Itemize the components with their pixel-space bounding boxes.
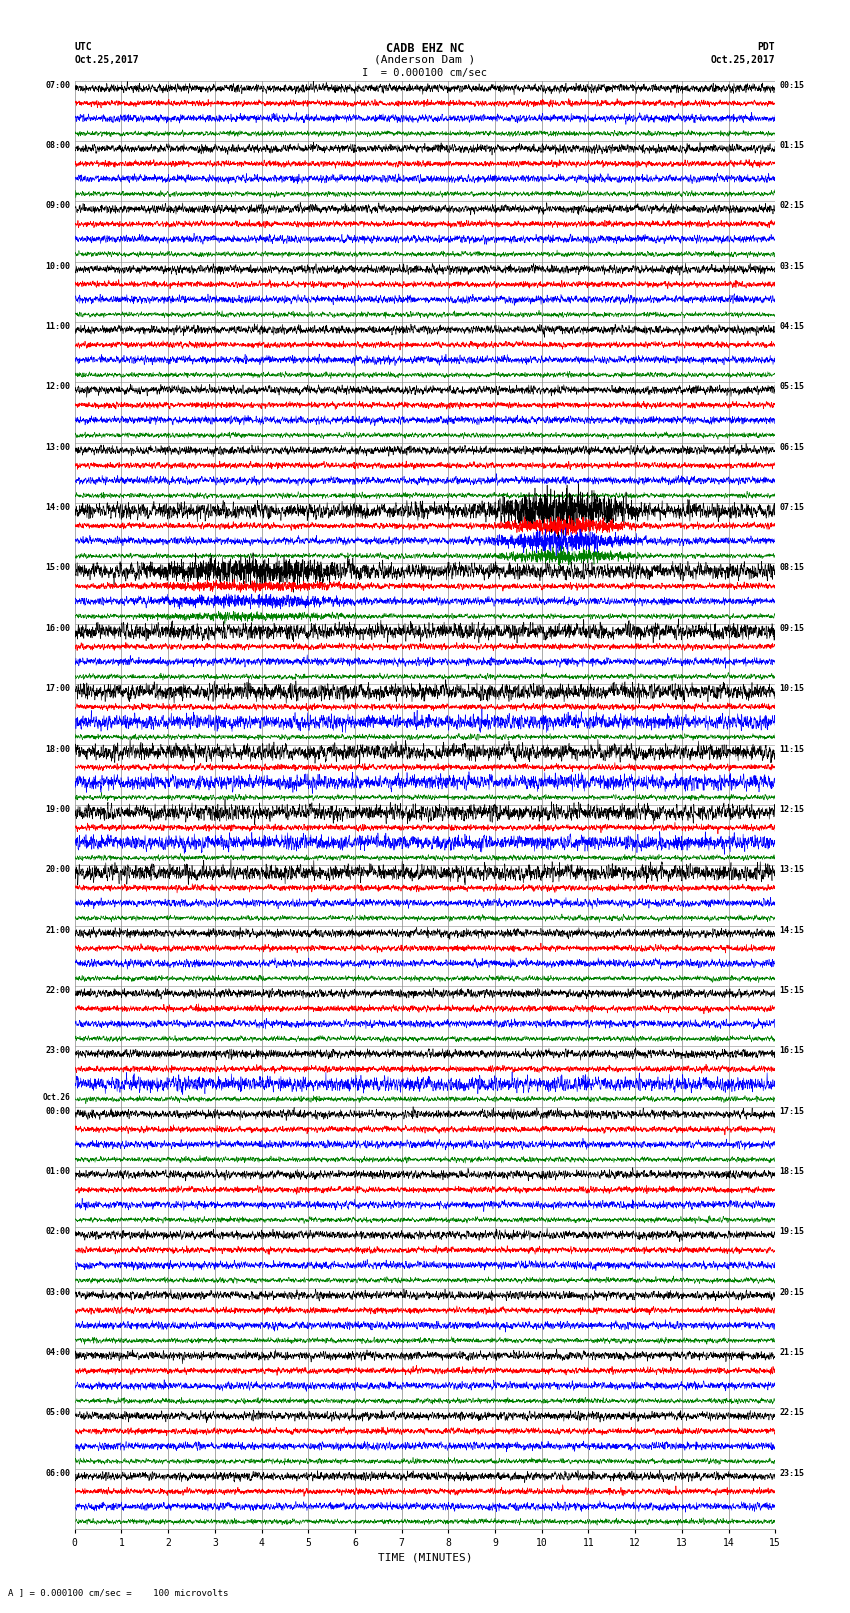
Text: 04:15: 04:15 xyxy=(779,323,804,331)
Text: 12:00: 12:00 xyxy=(46,382,71,392)
Text: 13:00: 13:00 xyxy=(46,442,71,452)
Text: 10:15: 10:15 xyxy=(779,684,804,694)
Text: 00:00: 00:00 xyxy=(46,1107,71,1116)
Text: A ] = 0.000100 cm/sec =    100 microvolts: A ] = 0.000100 cm/sec = 100 microvolts xyxy=(8,1587,229,1597)
Text: 17:00: 17:00 xyxy=(46,684,71,694)
Text: 22:00: 22:00 xyxy=(46,986,71,995)
Text: 23:00: 23:00 xyxy=(46,1047,71,1055)
Text: (Anderson Dam ): (Anderson Dam ) xyxy=(374,55,476,65)
Text: 11:15: 11:15 xyxy=(779,745,804,753)
Text: 12:15: 12:15 xyxy=(779,805,804,815)
Text: 22:15: 22:15 xyxy=(779,1408,804,1418)
Text: 06:15: 06:15 xyxy=(779,442,804,452)
Text: 00:15: 00:15 xyxy=(779,81,804,90)
Text: 10:00: 10:00 xyxy=(46,261,71,271)
Text: 09:15: 09:15 xyxy=(779,624,804,632)
Text: 08:15: 08:15 xyxy=(779,563,804,573)
X-axis label: TIME (MINUTES): TIME (MINUTES) xyxy=(377,1552,473,1563)
Text: 19:15: 19:15 xyxy=(779,1227,804,1236)
Text: 01:15: 01:15 xyxy=(779,140,804,150)
Text: 08:00: 08:00 xyxy=(46,140,71,150)
Text: 17:15: 17:15 xyxy=(779,1107,804,1116)
Text: 05:00: 05:00 xyxy=(46,1408,71,1418)
Text: 09:00: 09:00 xyxy=(46,202,71,210)
Text: 19:00: 19:00 xyxy=(46,805,71,815)
Text: 18:00: 18:00 xyxy=(46,745,71,753)
Text: 07:15: 07:15 xyxy=(779,503,804,511)
Text: 05:15: 05:15 xyxy=(779,382,804,392)
Text: 16:00: 16:00 xyxy=(46,624,71,632)
Text: 15:00: 15:00 xyxy=(46,563,71,573)
Text: 14:00: 14:00 xyxy=(46,503,71,511)
Text: 21:15: 21:15 xyxy=(779,1348,804,1357)
Text: 03:15: 03:15 xyxy=(779,261,804,271)
Text: 02:15: 02:15 xyxy=(779,202,804,210)
Text: 06:00: 06:00 xyxy=(46,1469,71,1478)
Text: Oct.25,2017: Oct.25,2017 xyxy=(711,55,775,65)
Text: 20:15: 20:15 xyxy=(779,1287,804,1297)
Text: 20:00: 20:00 xyxy=(46,865,71,874)
Text: PDT: PDT xyxy=(757,42,775,52)
Text: 13:15: 13:15 xyxy=(779,865,804,874)
Text: 03:00: 03:00 xyxy=(46,1287,71,1297)
Text: Oct.25,2017: Oct.25,2017 xyxy=(75,55,139,65)
Text: 07:00: 07:00 xyxy=(46,81,71,90)
Text: 04:00: 04:00 xyxy=(46,1348,71,1357)
Text: I  = 0.000100 cm/sec: I = 0.000100 cm/sec xyxy=(362,68,488,77)
Text: Oct.26: Oct.26 xyxy=(42,1094,71,1102)
Text: 15:15: 15:15 xyxy=(779,986,804,995)
Text: UTC: UTC xyxy=(75,42,93,52)
Text: 02:00: 02:00 xyxy=(46,1227,71,1236)
Text: CADB EHZ NC: CADB EHZ NC xyxy=(386,42,464,55)
Text: 18:15: 18:15 xyxy=(779,1168,804,1176)
Text: 14:15: 14:15 xyxy=(779,926,804,934)
Text: 23:15: 23:15 xyxy=(779,1469,804,1478)
Text: 11:00: 11:00 xyxy=(46,323,71,331)
Text: 16:15: 16:15 xyxy=(779,1047,804,1055)
Text: 21:00: 21:00 xyxy=(46,926,71,934)
Text: 01:00: 01:00 xyxy=(46,1168,71,1176)
